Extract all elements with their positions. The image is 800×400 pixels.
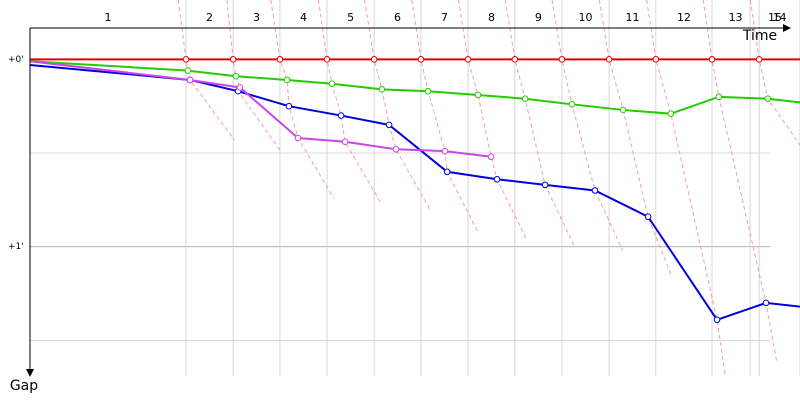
point-marker <box>713 316 721 324</box>
point-marker <box>186 76 194 84</box>
point-marker <box>328 80 336 88</box>
point-marker <box>464 56 472 63</box>
point-marker <box>417 56 425 63</box>
lap-connector <box>411 0 479 232</box>
point-marker <box>644 213 652 221</box>
point-marker <box>323 56 331 63</box>
plot <box>29 56 800 324</box>
lap-connector <box>504 0 575 246</box>
point-marker <box>232 72 240 80</box>
lap-connector <box>749 0 800 146</box>
y-axis-title: Gap <box>10 378 38 394</box>
lap-label: 3 <box>253 11 260 24</box>
lap-connector <box>317 0 381 203</box>
lap-label: 15 <box>768 11 782 24</box>
lap-label: 2 <box>206 11 213 24</box>
lap-connector <box>551 0 624 251</box>
point-marker <box>715 93 723 101</box>
x-axis-title: Time <box>742 28 777 44</box>
lap-label: 4 <box>300 11 307 24</box>
lap-label: 12 <box>677 11 691 24</box>
point-marker <box>652 56 660 63</box>
lap-connector <box>364 0 431 210</box>
point-marker <box>605 56 613 63</box>
point-marker <box>337 112 345 119</box>
point-marker <box>474 91 482 99</box>
point-marker <box>441 147 449 155</box>
point-marker <box>276 56 284 63</box>
grid <box>30 0 800 377</box>
y-tick-label: +1' <box>8 242 24 252</box>
point-marker <box>378 86 386 93</box>
point-marker <box>764 95 772 102</box>
point-marker <box>762 299 770 307</box>
lap-connector <box>458 0 528 240</box>
series-line <box>29 60 800 115</box>
y-tick-label: +0' <box>8 55 24 65</box>
point-marker <box>487 153 495 161</box>
lap-label: 11 <box>625 11 639 24</box>
point-marker <box>755 56 763 63</box>
lap-label: 6 <box>394 11 401 24</box>
point-marker <box>392 145 400 153</box>
point-marker <box>424 87 432 95</box>
point-marker <box>568 101 576 108</box>
point-marker <box>521 95 529 102</box>
point-marker <box>619 106 627 114</box>
point-marker <box>184 67 192 74</box>
point-marker <box>236 84 244 91</box>
lap-label: 1 <box>104 11 111 24</box>
lap-label: 5 <box>347 11 354 24</box>
point-marker <box>341 138 349 146</box>
lap-label: 8 <box>488 11 495 24</box>
point-marker <box>558 56 566 63</box>
lap-label: 7 <box>441 11 448 24</box>
point-marker <box>511 56 519 63</box>
lap-label: 14 <box>773 11 787 24</box>
point-marker <box>385 121 393 129</box>
point-marker <box>591 187 599 194</box>
lap-connector <box>646 0 726 377</box>
point-marker <box>285 102 293 110</box>
series-line <box>29 63 800 321</box>
lap-label: 9 <box>535 11 542 24</box>
point-marker <box>667 110 675 117</box>
point-marker <box>294 134 302 142</box>
point-marker <box>708 56 716 63</box>
point-marker <box>283 76 291 84</box>
point-marker <box>370 56 378 63</box>
point-marker <box>229 56 237 63</box>
point-marker <box>541 181 549 189</box>
lap-connector <box>270 0 335 199</box>
lap-connector <box>226 0 282 152</box>
point-marker <box>493 175 501 183</box>
series-line <box>29 60 492 158</box>
lap-label: 13 <box>729 11 743 24</box>
lap-label: 10 <box>579 11 593 24</box>
point-marker <box>443 168 451 176</box>
point-marker <box>182 56 190 63</box>
